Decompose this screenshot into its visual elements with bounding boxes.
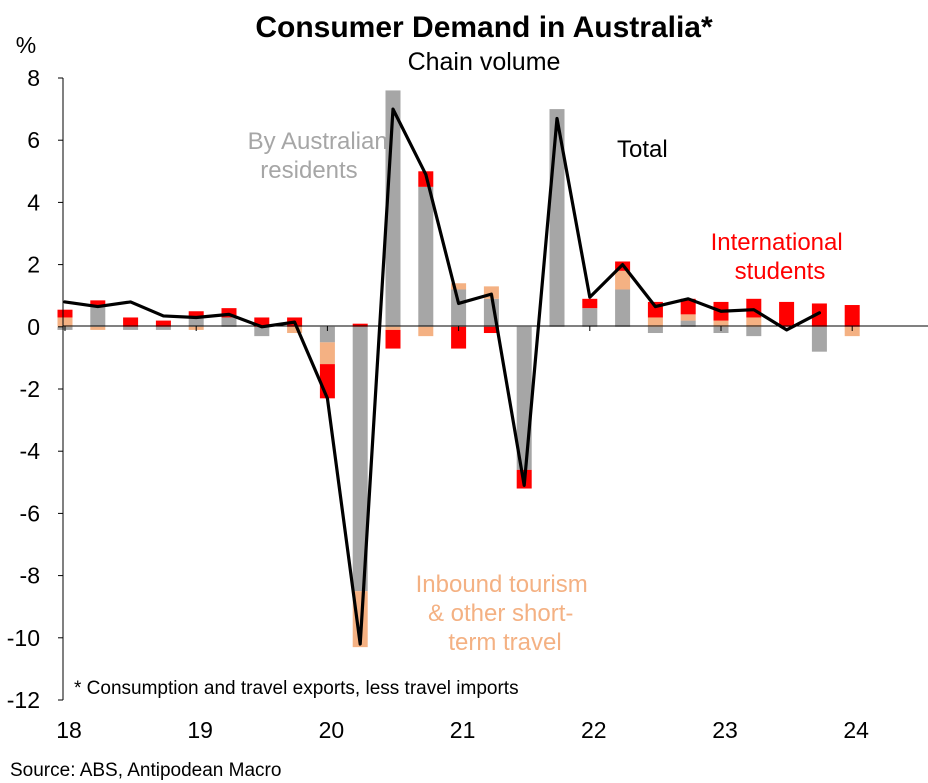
y-ticks: 8 6 4 2 0 -2 -4 -6 -8 -10 -12 — [7, 65, 63, 713]
students-bar — [254, 317, 270, 327]
y-tick-label: -10 — [7, 625, 40, 651]
x-tick-label: 21 — [450, 717, 476, 743]
students-bar — [779, 301, 795, 327]
residents-bar — [746, 326, 762, 337]
students-bar — [352, 323, 368, 327]
students-bar — [90, 300, 106, 306]
residents-bar — [451, 289, 467, 327]
total-line-layer — [63, 107, 822, 646]
students-bar — [57, 309, 73, 318]
residents-bar — [615, 289, 631, 327]
tourism-bar — [680, 314, 696, 321]
students-bar — [483, 326, 499, 334]
x-tick-label: 22 — [581, 717, 607, 743]
residents-bar — [647, 326, 663, 334]
tourism-bar — [57, 317, 73, 327]
tourism-bar — [647, 317, 663, 327]
tourism-bar — [385, 326, 401, 330]
x-tick-label: 19 — [187, 717, 213, 743]
residents-bar — [811, 326, 827, 352]
students-bar — [844, 305, 860, 327]
x-tick-label: 23 — [712, 717, 738, 743]
students-bar — [811, 303, 827, 327]
tourism-bar — [713, 320, 729, 327]
footnote: * Consumption and travel exports, less t… — [74, 678, 519, 699]
tourism-bar — [615, 270, 631, 290]
residents-bar — [188, 317, 204, 327]
total-line — [63, 107, 822, 646]
students-annotation: International students — [711, 229, 850, 285]
students-bar — [319, 364, 335, 399]
x-tick-label: 20 — [319, 717, 345, 743]
residents-bar — [582, 308, 598, 327]
residents-bar — [221, 317, 237, 327]
tourism-annotation: Inbound tourism & other short- term trav… — [416, 571, 595, 656]
students-bar — [451, 326, 467, 349]
residents-bar — [352, 326, 368, 592]
chart-title: Consumer Demand in Australia* — [255, 11, 713, 44]
tourism-bar — [746, 317, 762, 327]
y-tick-label: -12 — [7, 687, 40, 713]
students-bar — [188, 311, 204, 318]
y-tick-label: -4 — [20, 438, 41, 464]
residents-annotation: By Australian residents — [248, 128, 395, 184]
students-bar — [155, 320, 171, 327]
y-tick-label: -2 — [20, 376, 40, 402]
y-tick-label: -6 — [20, 500, 40, 526]
residents-bar — [254, 326, 270, 337]
students-bar — [582, 298, 598, 309]
residents-bar — [680, 320, 696, 327]
tourism-bar — [451, 283, 467, 290]
students-bar — [680, 298, 696, 315]
residents-bar — [90, 305, 106, 327]
y-tick-label: 8 — [27, 65, 40, 91]
y-tick-label: -8 — [20, 563, 40, 589]
residents-bar — [418, 186, 434, 327]
tourism-bar — [319, 342, 335, 365]
y-tick-label: 6 — [27, 127, 40, 153]
y-tick-label: 4 — [27, 189, 40, 215]
x-tick-label: 18 — [56, 717, 82, 743]
tourism-bar — [90, 326, 106, 330]
tourism-bar — [287, 326, 303, 334]
x-tick-label: 24 — [843, 717, 869, 743]
students-bar — [385, 329, 401, 349]
students-bar — [123, 317, 139, 327]
y-tick-label: 2 — [27, 252, 40, 278]
bars-layer — [57, 90, 860, 648]
residents-bar — [155, 326, 171, 330]
residents-bar — [123, 326, 139, 330]
tourism-bar — [844, 326, 860, 337]
residents-bar — [319, 326, 335, 343]
total-annotation: Total — [617, 136, 668, 163]
y-axis-unit: % — [16, 32, 36, 58]
x-year-labels: 18 19 20 21 22 23 24 — [56, 326, 869, 743]
chart-subtitle: Chain volume — [408, 48, 561, 76]
source: Source: ABS, Antipodean Macro — [10, 760, 281, 781]
tourism-bar — [418, 326, 434, 337]
y-tick-label: 0 — [27, 314, 40, 340]
